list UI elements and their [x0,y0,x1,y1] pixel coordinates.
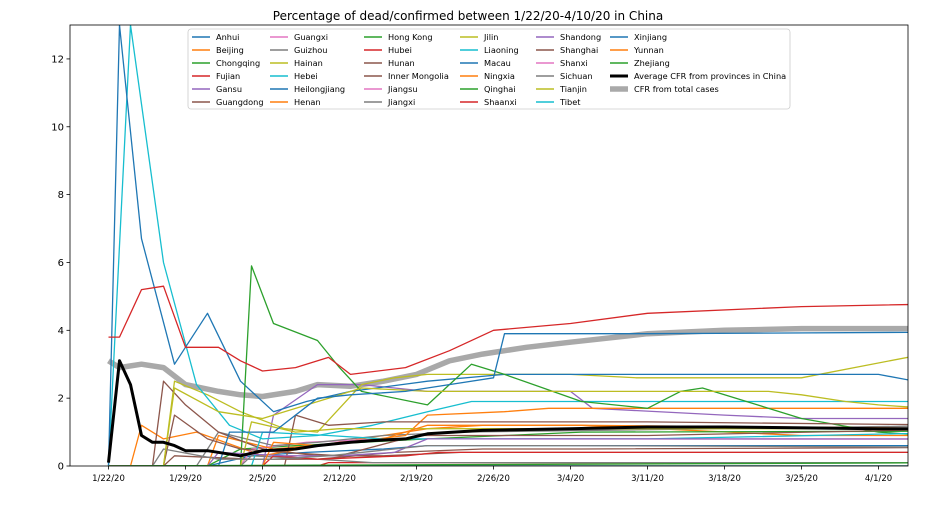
legend-label: Hunan [388,58,415,68]
x-tick-label: 3/4/20 [557,474,584,484]
y-tick-label: 2 [58,394,64,405]
legend-label: Guangxi [294,32,328,42]
legend-label: Average CFR from provinces in China [634,71,786,81]
legend-label: Chongqing [216,58,260,68]
y-tick-label: 4 [58,326,64,337]
legend-label: Guizhou [294,45,328,55]
legend-label: Xinjiang [634,32,667,42]
legend-label: Tianjin [559,84,587,94]
chart-title: Percentage of dead/confirmed between 1/2… [273,9,663,23]
legend-label: Hubei [388,45,412,55]
x-tick-label: 1/22/20 [92,474,125,484]
y-tick-label: 0 [58,462,64,473]
legend-label: Hong Kong [388,32,433,42]
x-tick-label: 3/11/20 [631,474,664,484]
legend-label: Fujian [216,71,240,81]
legend-label: Shaanxi [484,97,517,107]
legend-label: Henan [294,97,321,107]
legend-label: Shandong [560,32,601,42]
legend-label: Guangdong [216,97,264,107]
legend-label: Sichuan [560,71,593,81]
x-tick-label: 3/18/20 [708,474,741,484]
legend-label: Jilin [483,32,498,42]
y-tick-label: 6 [58,258,64,269]
legend-label: Tibet [559,97,581,107]
legend-label: Jiangxi [387,97,415,107]
legend-label: Anhui [216,32,239,42]
x-tick-label: 2/19/20 [400,474,433,484]
legend-label: Macau [484,58,511,68]
y-tick-label: 12 [51,54,64,65]
legend-label: Beijing [216,45,244,55]
legend-label: Gansu [216,84,242,94]
legend: Anhui Beijing Chongqing Fujian Gansu Guangdon… [188,29,790,109]
legend-label: Heilongjiang [294,84,345,94]
legend-label: Zhejiang [634,58,670,68]
legend-label: Inner Mongolia [388,71,449,81]
x-tick-label: 3/25/20 [785,474,818,484]
x-tick-label: 4/1/20 [865,474,892,484]
legend-label: Ningxia [484,71,515,81]
legend-label: Shanxi [560,58,588,68]
x-tick-label: 2/26/20 [477,474,510,484]
legend-label: Yunnan [633,45,664,55]
legend-label: Qinghai [484,84,516,94]
legend-label: Jiangsu [387,84,418,94]
x-tick-label: 2/5/20 [249,474,276,484]
legend-label: Shanghai [560,45,598,55]
y-tick-label: 10 [51,122,64,133]
legend-label: CFR from total cases [634,84,719,94]
legend-label: Hainan [294,58,323,68]
x-tick-label: 2/12/20 [323,474,356,484]
legend-label: Liaoning [484,45,519,55]
y-tick-label: 8 [58,190,64,201]
x-tick-label: 1/29/20 [169,474,202,484]
legend-label: Hebei [294,71,318,81]
